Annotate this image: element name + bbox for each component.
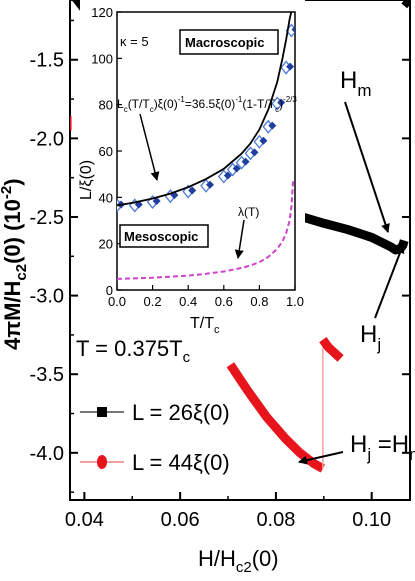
annotation-hjhm-arrow [298,451,344,465]
inset-x-tick-label: 0.0 [108,294,126,309]
inset-x-tick-label: 0.6 [215,294,233,309]
kappa-label: κ = 5 [120,34,149,49]
main-x-tick-label: 0.04 [65,509,104,531]
series-l44-lower-branch [226,362,326,473]
series-lambda [117,178,295,280]
legend-marker-l44 [97,455,107,469]
inset-y-tick-label: 0 [106,283,113,298]
lambda-arrow [234,219,245,259]
annotation-hm-label: Hm [340,67,372,100]
lambda-label: λ(T) [238,205,259,219]
legend-marker-l26 [97,407,107,417]
inset-y-axis-label: L/ξ(0) [78,160,95,200]
main-plot-frame [69,0,411,501]
inset-y-tick-label: 60 [99,144,113,159]
inset-series-group [117,12,295,280]
data-point-filled [291,25,295,34]
main-y-tick-label: -1.5 [30,50,64,72]
annotation-hm: Hm [340,67,390,233]
inset-x-tick-label: 0.8 [250,294,268,309]
annotation-hj: Hj [360,244,405,354]
annotation-hjhm: Hj =Hm [298,431,415,465]
fit-formula-arrow [139,113,160,181]
macroscopic-box: Macroscopic [179,29,279,55]
mesoscopic-box-label: Mesoscopic [124,229,198,244]
inset-y-tick-label: 40 [99,190,113,205]
main-x-tick-label: 0.06 [161,509,200,531]
data-point-filled [250,148,259,157]
data-point-filled [232,164,241,173]
main-y-tick-label: -3.0 [30,286,64,308]
inset-plot: 0 20 40 60 80 100 120 0.0 0.2 0.4 0.6 0.8 1.0 L/ξ(0… [78,0,305,336]
inset-y-tick-label: 100 [91,51,113,66]
main-x-axis-label: H/Hc2(0) [198,546,279,576]
main-y-tick-label: -3.5 [30,364,64,386]
series-fit [117,12,293,207]
mesoscopic-box-frame [119,224,209,248]
main-y-ticks: -1.5 -2.0 -2.5 -3.0 -3.5 -4.0 [30,19,410,493]
inset-x-axis-label: T/Tc [190,315,220,336]
legend-label-l26: L = 26ξ(0) [132,400,230,425]
main-y-axis-label: 4πM/Hc2(0) (10-2) [0,178,30,350]
annotation-hj-label: Hj [360,321,381,354]
inset-x-ticks: 0.0 0.2 0.4 0.6 0.8 1.0 [108,285,304,309]
macroscopic-box-frame [179,29,279,55]
legend-label-l44: L = 44ξ(0) [132,450,230,475]
data-point-filled [188,186,197,195]
annotation-hm-arrow [344,101,390,233]
data-point-filled [268,121,277,130]
data-point-filled [152,196,161,205]
temperature-label: T = 0.375Tc [76,336,191,366]
macroscopic-box-label: Macroscopic [185,35,264,50]
inset-y-tick-label: 20 [99,237,113,252]
data-point-filled [223,171,232,180]
series-l26-upper-branch [401,0,410,9]
data-point-filled [286,62,295,71]
inset-x-tick-label: 0.2 [144,294,162,309]
main-x-tick-label: 0.08 [256,509,295,531]
data-point-filled [241,157,250,166]
main-x-tick-label: 0.10 [352,509,391,531]
inset-x-tick-label: 0.4 [179,294,197,309]
series-l44-upper-branch [319,336,344,362]
data-point-filled [277,98,286,107]
data-point-filled [259,136,268,145]
data-point-filled [206,180,214,189]
main-y-tick-label: -4.0 [30,443,64,465]
fit-formula: Lc(T/Tc)ξ(0)-1=36.5ξ(0)-1(1-T/Tc)-2/3 [117,95,297,114]
inset-x-tick-label: 1.0 [286,294,304,309]
main-x-ticks: 0.04 0.06 0.08 0.10 [65,492,391,531]
annotation-hjhm-label: Hj =Hm [350,431,415,464]
mesoscopic-box: Mesoscopic [119,224,209,248]
inset-y-tick-label: 120 [91,5,113,20]
main-y-tick-label: -2.0 [30,128,64,150]
legend-entry-l44: L = 44ξ(0) [80,450,230,475]
legend-entry-l26: L = 26ξ(0) [80,400,230,425]
inset-y-tick-label: 80 [99,98,113,113]
inset-y-ticks: 0 20 40 60 80 100 120 [91,5,122,298]
legend: L = 26ξ(0) L = 44ξ(0) [80,400,230,475]
main-y-tick-label: -2.5 [30,207,64,229]
annotation-hj-arrow [374,244,405,319]
